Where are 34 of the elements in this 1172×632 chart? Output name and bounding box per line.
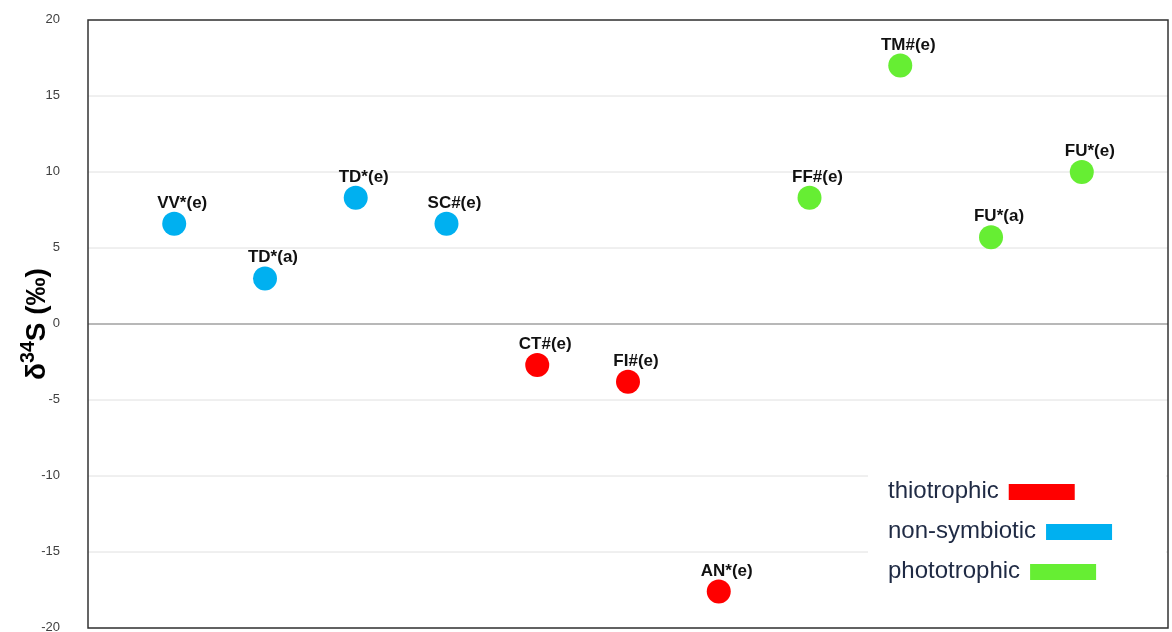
point <box>979 225 1004 250</box>
y-tick-label: 5 <box>52 239 60 255</box>
point <box>1069 160 1094 184</box>
legend-label: phototrophic <box>888 556 1021 584</box>
annotation: SC#(e) <box>427 192 482 212</box>
legend-label: thiotrophic <box>888 476 999 504</box>
annotation: VV*(e) <box>157 192 208 212</box>
annotation: FF#(e) <box>792 166 844 186</box>
annotation: TM#(e) <box>880 34 936 54</box>
point <box>888 53 913 78</box>
y-tick-label: -15 <box>41 543 60 559</box>
y-tick-label: 20 <box>45 11 60 27</box>
annotation: AN*(e) <box>700 560 753 580</box>
annotation: TD*(a) <box>247 247 299 267</box>
y-tick-label: 15 <box>45 87 60 103</box>
y-tick-label: 10 <box>45 163 60 179</box>
annotation: TD*(e) <box>338 166 389 186</box>
y-tick-label: -20 <box>41 619 60 632</box>
y-tick-label: -10 <box>41 467 60 483</box>
point <box>706 579 731 604</box>
legend-label: non-symbiotic <box>888 516 1037 544</box>
point <box>162 211 187 236</box>
annotation: FU*(a) <box>973 206 1025 226</box>
point <box>252 266 277 291</box>
point <box>343 185 368 210</box>
annotation: CT#(e) <box>518 334 572 354</box>
point <box>434 211 459 236</box>
y-tick-label: 0 <box>52 315 60 331</box>
point <box>797 185 822 210</box>
annotation: FI#(e) <box>613 350 659 370</box>
point <box>525 353 550 378</box>
point <box>616 369 640 394</box>
annotation: FU*(e) <box>1064 141 1115 160</box>
y-tick-label: -5 <box>48 391 60 407</box>
